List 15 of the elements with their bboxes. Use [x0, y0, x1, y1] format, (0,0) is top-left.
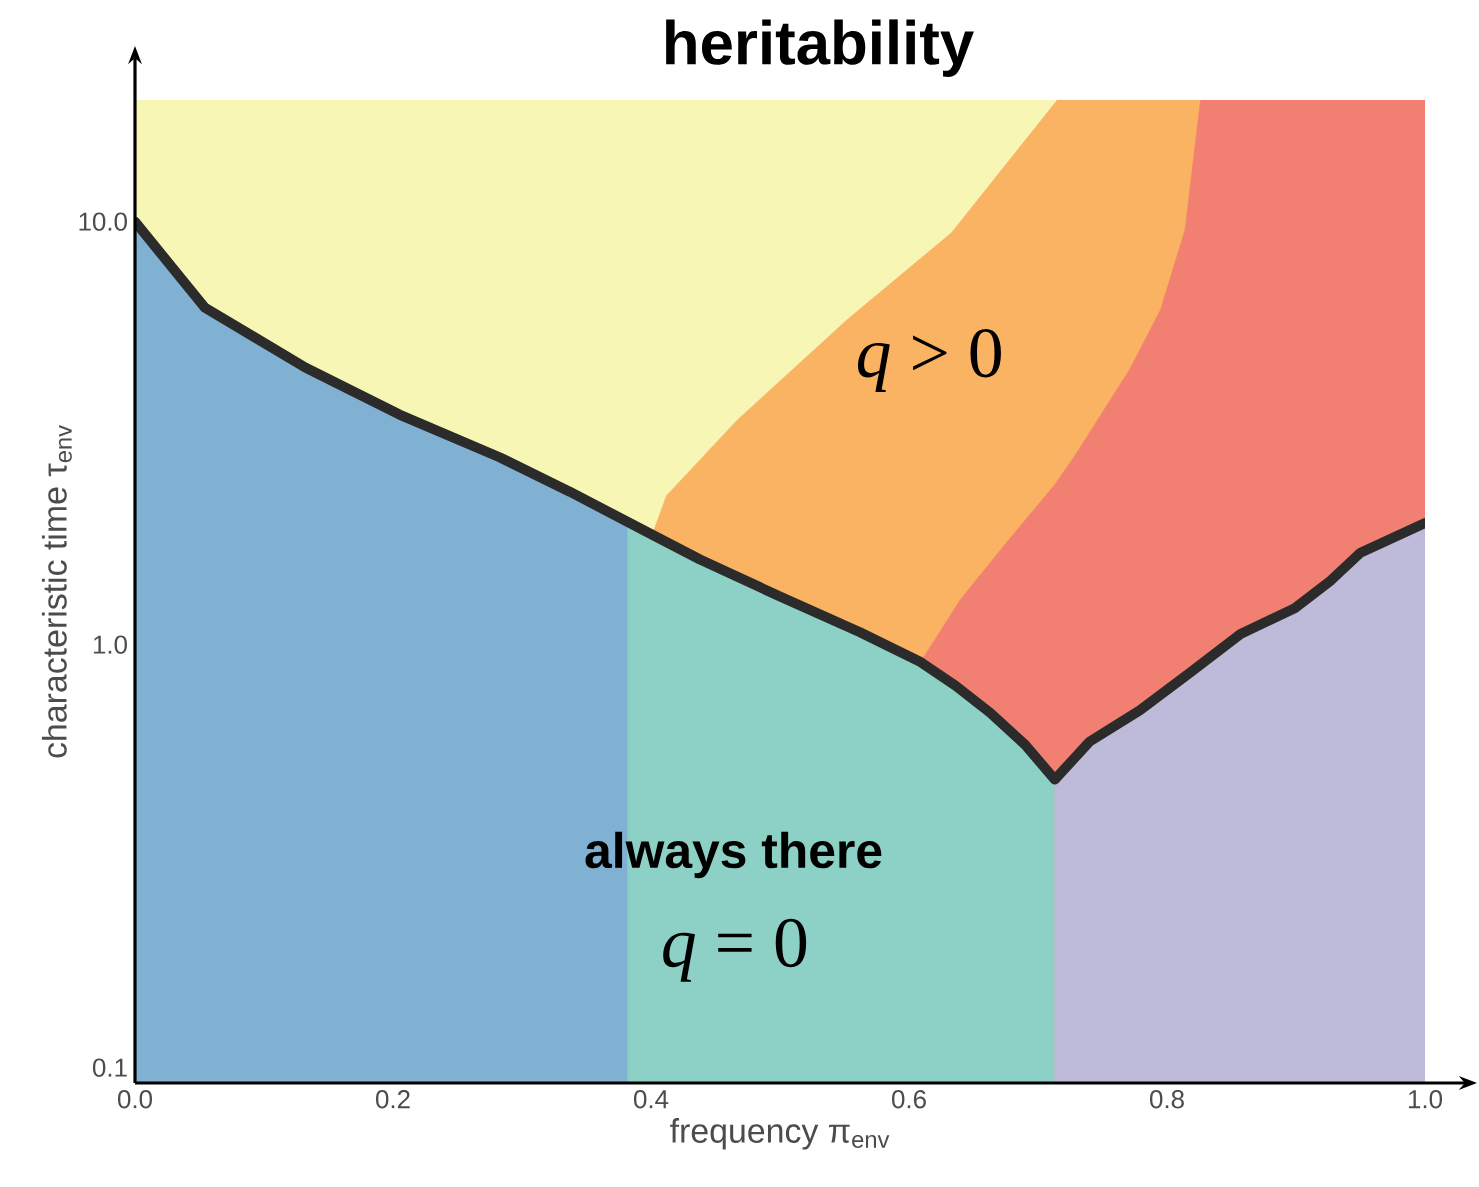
annotation: always there: [585, 831, 882, 879]
y-tick-label: 0.1: [92, 1058, 127, 1077]
y-tick-label: 10.0: [79, 212, 127, 231]
x-tick-label: 0.6: [892, 1090, 926, 1109]
x-tick-label: 1.0: [1408, 1090, 1443, 1109]
y-axis-title: characteristic time τ$_{env}$: [41, 425, 72, 758]
annotation: q = 0: [663, 918, 807, 982]
x-axis-title: frequency π$_{env}$: [670, 1118, 890, 1150]
chart-title: heritability: [666, 19, 974, 77]
x-tick-label: 0.8: [1150, 1090, 1184, 1109]
x-tick-label: 0.0: [118, 1090, 153, 1109]
y-tick-label: 1.0: [93, 635, 127, 654]
annotation: q > 0: [857, 329, 1001, 392]
x-tick-label: 0.4: [634, 1090, 669, 1109]
x-tick-label: 0.2: [376, 1090, 410, 1109]
